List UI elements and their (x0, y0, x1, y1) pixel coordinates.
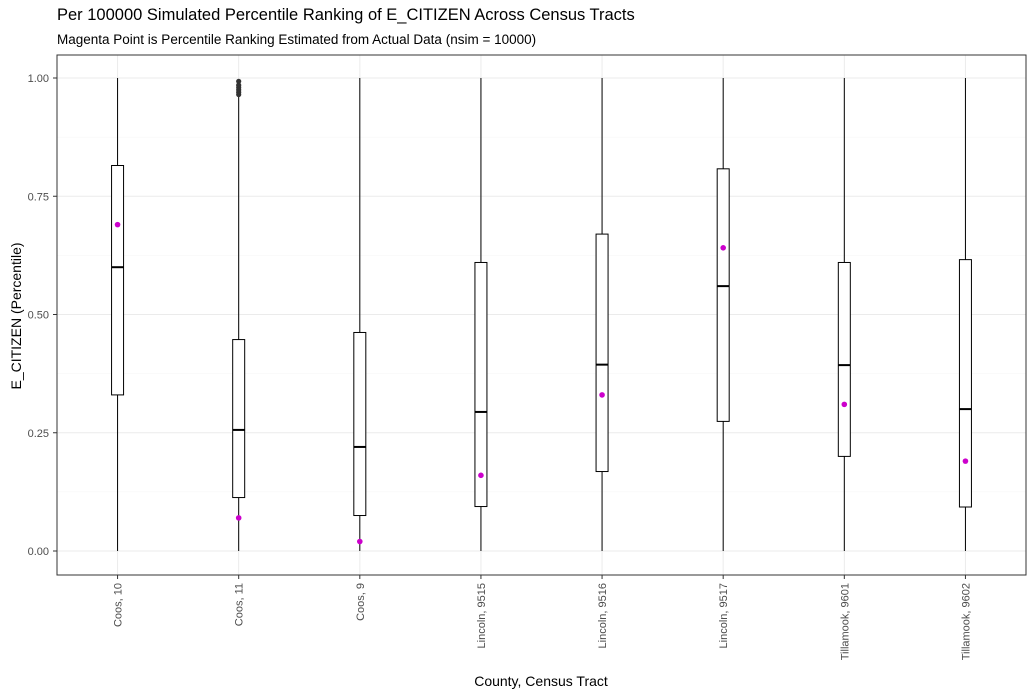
y-tick-label: 0.25 (28, 428, 49, 440)
box-group (595, 78, 609, 551)
box-group (111, 78, 125, 551)
chart-subtitle: Magenta Point is Percentile Ranking Esti… (57, 32, 537, 47)
box-group (716, 78, 730, 551)
x-tick-label: Lincoln, 9516 (597, 583, 609, 648)
box-iqr (595, 233, 609, 473)
axis-layer: 0.00 0.25 0.50 0.75 1.00 Coos, 10 Coos, 11 Coos… (28, 54, 1027, 660)
y-tick-label: 0.00 (28, 546, 49, 558)
box-group (353, 78, 367, 551)
outlier-point (236, 82, 242, 88)
box-iqr (353, 331, 367, 517)
x-tick-label: Tillamook, 9602 (960, 583, 972, 660)
actual-data-point (357, 538, 363, 545)
y-tick-label: 1.00 (28, 73, 49, 85)
x-tick-label: Coos, 11 (234, 583, 246, 626)
actual-data-point (720, 245, 726, 251)
y-tick-label: 0.75 (28, 191, 49, 203)
y-tick-label: 0.50 (28, 310, 49, 322)
box-iqr (111, 165, 125, 396)
x-tick-label: Lincoln, 9517 (718, 583, 730, 648)
x-axis-title: County, Census Tract (474, 673, 608, 689)
box-group (474, 78, 488, 551)
actual-data-point (599, 392, 605, 398)
x-tick-label: Lincoln, 9515 (476, 583, 488, 648)
actual-data-point (962, 458, 969, 464)
box-iqr (716, 168, 730, 422)
outlier-point (236, 78, 242, 84)
box-iqr (837, 261, 851, 457)
actual-data-point (841, 401, 848, 408)
x-tick-label: Coos, 10 (113, 583, 125, 627)
actual-data-point (478, 472, 484, 479)
box-layer (111, 78, 972, 551)
box-group (837, 78, 851, 551)
box-iqr (474, 261, 488, 508)
box-group (232, 78, 246, 551)
chart-title: Per 100000 Simulated Percentile Ranking … (57, 6, 635, 24)
y-axis-title: E_CITIZEN (Percentile) (8, 242, 24, 389)
box-iqr (958, 259, 972, 508)
actual-data-point (235, 515, 242, 521)
actual-data-point (114, 221, 121, 228)
grid-layer (57, 55, 1026, 575)
x-tick-label: Coos, 9 (355, 583, 367, 621)
box-group (958, 78, 972, 551)
box-iqr (232, 339, 246, 499)
x-tick-label: Tillamook, 9601 (839, 583, 851, 660)
